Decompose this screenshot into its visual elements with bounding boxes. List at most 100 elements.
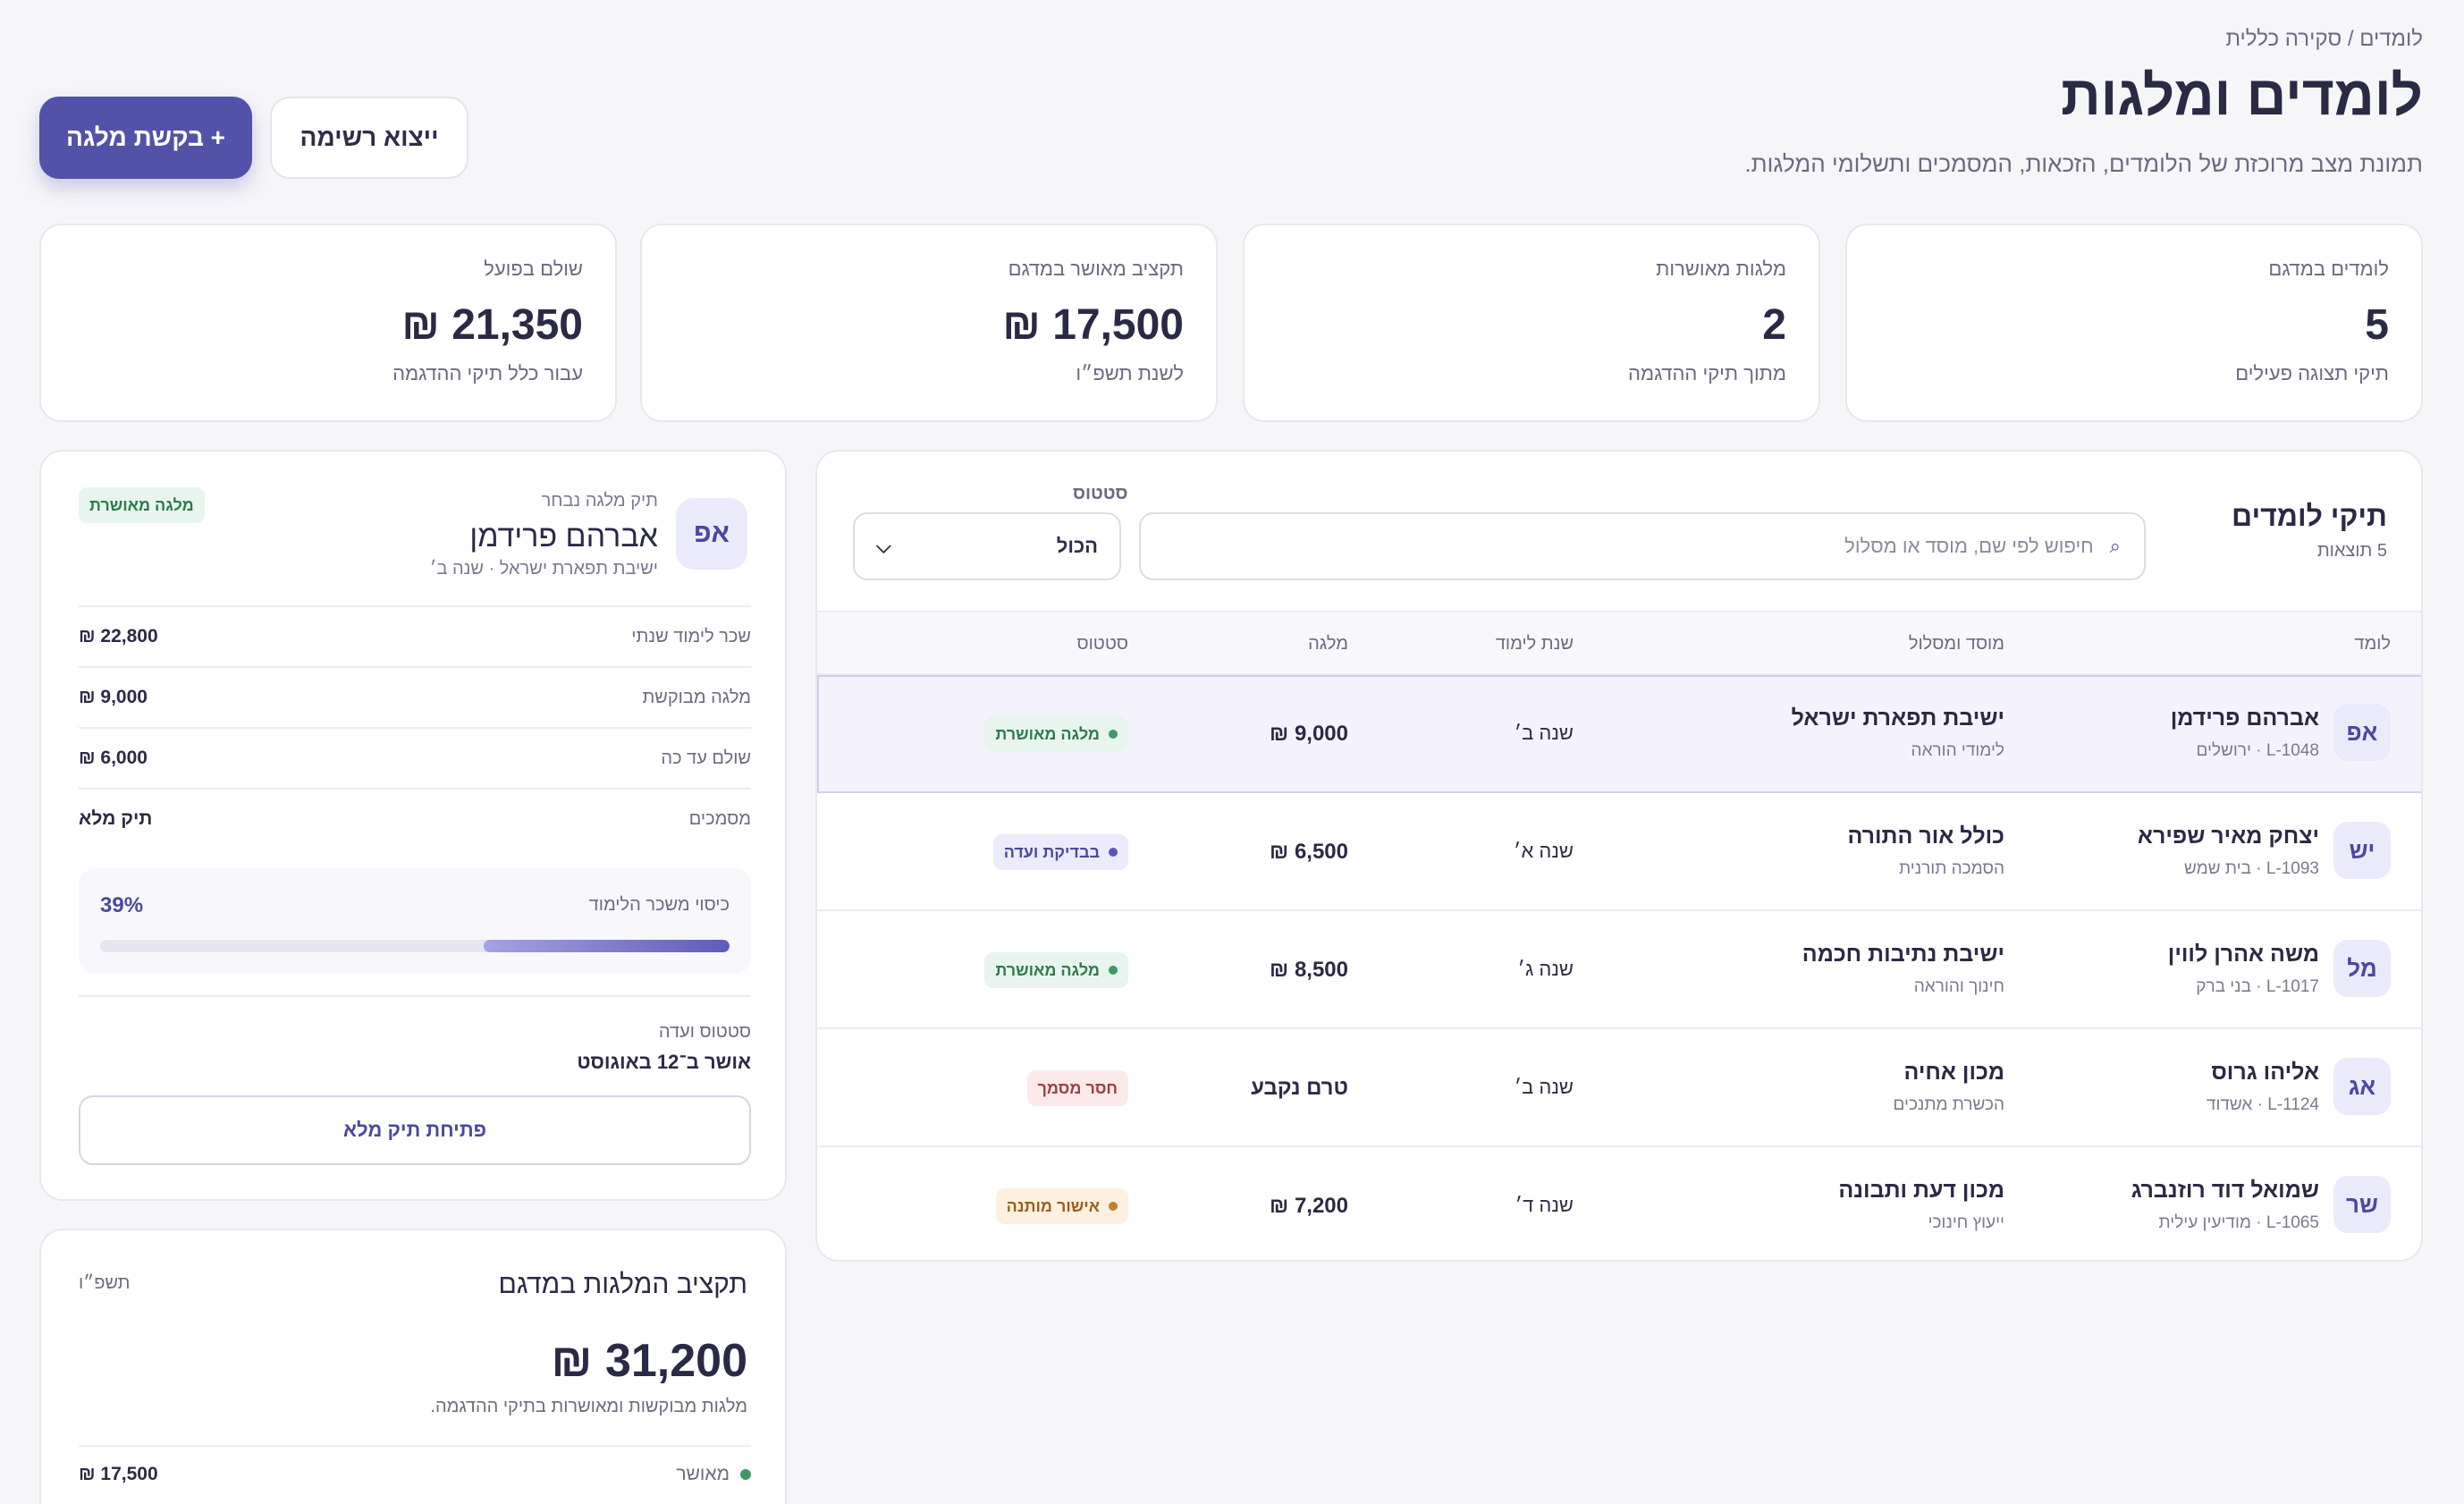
status-filter-label: סטטוס [1073,484,1128,503]
stat-value: 17,500 ₪ [1002,301,1184,349]
stat-note: תיקי תצוגה פעילים [2235,362,2389,384]
detail-row-requested: מלגה מבוקשת 9,000 ₪ [79,666,751,727]
institution-track: הכשרת מתנכים [1893,1095,2004,1114]
stat-card-budget: תקציב מאושר במדגם 17,500 ₪ לשנת תשפ״ו [640,224,1218,422]
coverage-label: כיסוי משכר הלימוד [588,895,730,915]
committee-status-label: סטטוס ועדה [658,1022,751,1042]
status-badge: מלגה מאושרת [984,716,1128,752]
grant-amount: 9,000 ₪ [1270,722,1348,746]
budget-note: מלגות מבוקשות ומאושרות בתיקי ההדגמה. [430,1397,747,1416]
status-badge-label: מלגה מאושרת [995,960,1100,979]
status-filter-select[interactable]: הכול ⌵ [853,512,1121,580]
status-dot-icon [740,1469,751,1480]
institution-track: הסמכה תורנית [1899,859,2004,878]
column-header-status[interactable]: סטטוס [1076,634,1128,654]
export-list-button[interactable]: ייצוא רשימה [270,97,468,179]
table-header: לומד מוסד ומסלול שנת לימוד מלגה סטטוס [817,611,2421,675]
study-year: שנה ב׳ [1514,722,1574,744]
status-dot-icon [1109,966,1118,975]
column-header-institution[interactable]: מוסד ומסלול [1908,634,2004,654]
learner-name: שמואל דוד רוזנברג [2131,1178,2319,1203]
grants-budget-panel: תקציב המלגות במדגם תשפ״ו 31,200 ₪ מלגות … [39,1229,787,1504]
status-badge-label: אישור מותנה [1006,1196,1100,1215]
detail-row-value: 22,800 ₪ [79,626,158,646]
avatar: אפ [2333,704,2391,761]
study-year: שנה א׳ [1514,840,1574,862]
status-badge: חסר מסמך [1026,1070,1128,1106]
learner-meta: L-1065 · מודיעין עילית [2158,1213,2319,1232]
page-title: לומדים ומלגות [2061,65,2423,127]
grant-amount: 6,500 ₪ [1270,840,1348,864]
status-dot-icon [1109,848,1118,857]
grant-amount: 7,200 ₪ [1270,1194,1348,1218]
status-badge: מלגה מאושרת [79,487,205,523]
search-icon: ⌕ [2109,535,2121,557]
status-dot-icon [1109,730,1118,739]
detail-row-value: תיק מלא [79,808,153,829]
institution-track: לימודי הוראה [1911,741,2004,760]
page-subtitle: תמונת מצב מרוכזת של הלומדים, הזכאות, המס… [1744,150,2423,177]
open-full-file-button[interactable]: פתיחת תיק מלא [79,1095,751,1165]
status-badge-label: בבדיקת ועדה [1003,842,1100,861]
table-row[interactable]: אפ אברהם פרידמן L-1048 · ירושלים ישיבת ת… [817,675,2421,793]
column-header-learner[interactable]: לומד [2354,634,2391,654]
budget-year: תשפ״ו [79,1273,131,1293]
detail-row-tuition: שכר לימוד שנתי 22,800 ₪ [79,605,751,666]
search-placeholder: חיפוש לפי שם, מוסד או מסלול [1844,535,2094,557]
coverage-progress-bar [100,940,730,952]
detail-row-label: שכר לימוד שנתי [631,626,751,646]
detail-learner-name: אברהם פרידמן [469,520,658,553]
learner-meta: L-1124 · אשדוד [2206,1095,2319,1114]
avatar: יש [2333,822,2391,879]
budget-title: תקציב המלגות במדגם [498,1270,747,1299]
column-header-grant[interactable]: מלגה [1308,634,1348,654]
learner-name: אליהו גרוס [2211,1060,2319,1085]
detail-row-paid: שולם עד כה 6,000 ₪ [79,727,751,788]
learners-panel-title: תיקי לומדים [2232,500,2387,532]
committee-status-value: אושר ב־12 באוגוסט [577,1051,751,1073]
status-badge: מלגה מאושרת [984,952,1128,988]
committee-status: סטטוס ועדה אושר ב־12 באוגוסט [79,995,751,1081]
column-header-year[interactable]: שנת לימוד [1495,634,1574,654]
table-row[interactable]: מל משה אהרן לווין L-1017 · בני ברק ישיבת… [817,911,2421,1029]
budget-row-value: 17,500 ₪ [79,1464,158,1484]
avatar: אג [2333,1058,2391,1115]
study-year: שנה ב׳ [1514,1076,1574,1098]
detail-row-label: שולם עד כה [661,748,751,768]
institution-name: ישיבת תפארת ישראל [1791,706,2004,731]
status-dot-icon [1109,1202,1118,1211]
breadcrumb[interactable]: לומדים / סקירה כללית [2225,27,2423,51]
budget-total: 31,200 ₪ [551,1335,747,1387]
status-badge-label: חסר מסמך [1037,1078,1118,1097]
stat-label: שולם בפועל [484,258,583,280]
institution-track: ייעוץ חינוכי [1928,1213,2004,1232]
table-row[interactable]: שר שמואל דוד רוזנברג L-1065 · מודיעין עי… [817,1147,2421,1260]
status-badge-label: מלגה מאושרת [995,724,1100,743]
detail-row-label: מלגה מבוקשת [642,687,751,707]
stat-value: 2 [1762,301,1786,349]
stat-note: לשנת תשפ״ו [1076,362,1184,384]
status-badge: בבדיקת ועדה [992,834,1128,870]
avatar: שר [2333,1176,2391,1233]
search-input[interactable]: ⌕ חיפוש לפי שם, מוסד או מסלול [1139,512,2146,580]
grant-amount: 8,500 ₪ [1270,958,1348,982]
grant-amount: טרם נקבע [1251,1076,1348,1100]
study-year: שנה ד׳ [1515,1194,1574,1216]
table-row[interactable]: אג אליהו גרוס L-1124 · אשדוד מכון אחיה ה… [817,1029,2421,1147]
request-grant-button[interactable]: + בקשת מלגה [39,97,252,179]
detail-learner-meta: ישיבת תפארת ישראל · שנה ב׳ [429,559,658,579]
avatar: אפ [676,498,747,570]
institution-name: ישיבת נתיבות חכמה [1802,942,2004,967]
learner-name: יצחק מאיר שפירא [2137,824,2319,849]
study-year: שנה ג׳ [1517,958,1574,980]
stat-note: מתוך תיקי ההדגמה [1628,362,1786,384]
learner-name: אברהם פרידמן [2170,706,2319,731]
status-badge-label: מלגה מאושרת [89,495,194,514]
status-filter-value: הכול [1056,535,1098,557]
table-row[interactable]: יש יצחק מאיר שפירא L-1093 · בית שמש כולל… [817,793,2421,911]
stat-label: מלגות מאושרות [1656,258,1786,280]
detail-row-value: 6,000 ₪ [79,748,148,768]
institution-name: כולל אור התורה [1847,824,2004,849]
budget-row-label: מאושר [676,1464,730,1484]
